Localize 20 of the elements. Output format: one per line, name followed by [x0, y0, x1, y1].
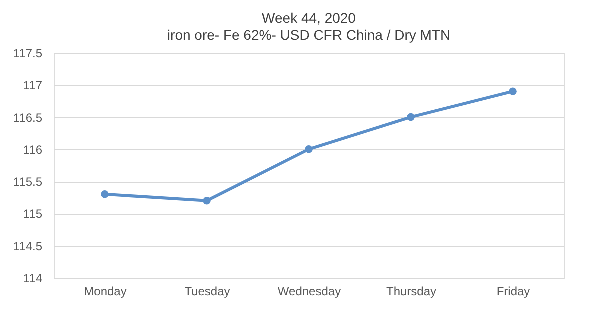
y-tick-label: 114.5 — [13, 239, 43, 254]
y-tick-label: 117 — [23, 78, 43, 93]
point — [407, 113, 415, 122]
chart-title: Week 44, 2020 — [262, 10, 356, 26]
x-tick-label: Thursday — [386, 284, 437, 298]
y-tick-label: 116 — [23, 142, 43, 157]
y-tick-label: 115.5 — [13, 175, 43, 190]
point — [203, 196, 211, 205]
point — [305, 146, 313, 154]
x-tick-label: Monday — [84, 284, 127, 298]
y-tick-label: 114 — [23, 272, 43, 286]
x-tick-label: Tuesday — [184, 284, 230, 298]
y-tick-label: 117.5 — [13, 46, 43, 60]
x-tick-label: Wednesday — [278, 284, 342, 298]
y-tick-label: 115 — [23, 207, 43, 222]
y-tick-label: 116.5 — [13, 110, 43, 125]
point — [101, 190, 109, 198]
x-tick-label: Friday — [496, 284, 530, 298]
chart-subtitle: iron ore- Fe 62%- USD CFR China / Dry MTN — [167, 27, 451, 43]
point — [509, 88, 517, 96]
